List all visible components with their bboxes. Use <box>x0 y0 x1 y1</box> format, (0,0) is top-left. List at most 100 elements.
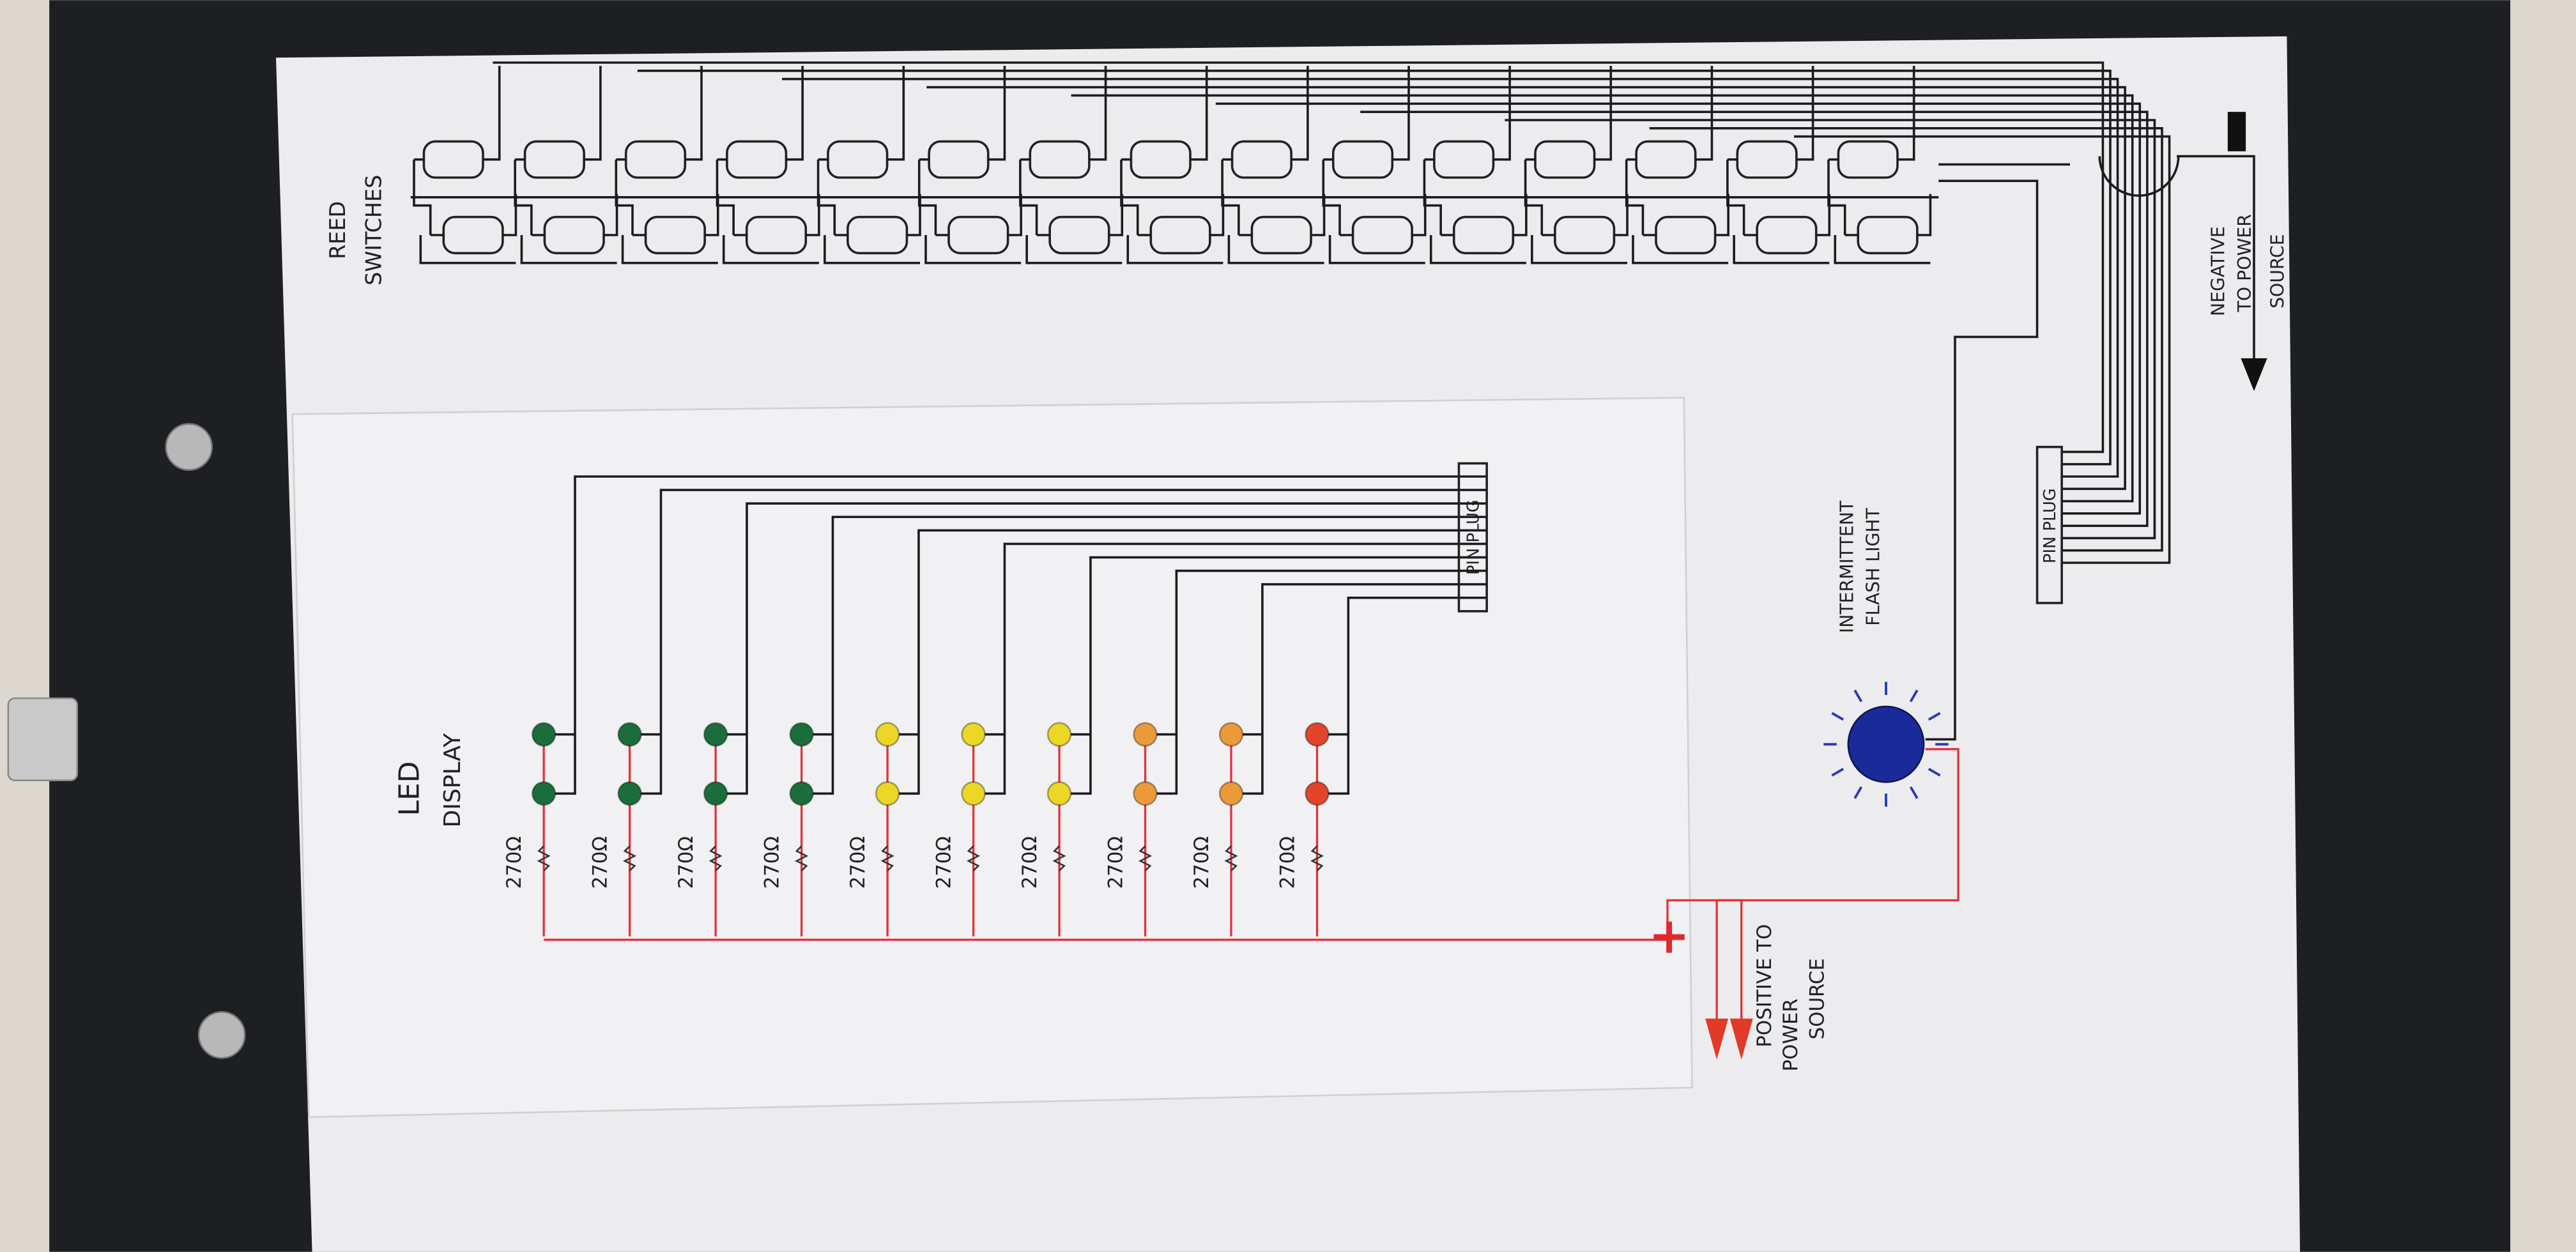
resistor-icon <box>709 845 723 872</box>
negative-arrow-icon <box>2241 358 2267 392</box>
reed-switch-wire <box>816 66 921 264</box>
resistor-value-label: 270Ω <box>847 836 870 889</box>
resistor-value-label: 270Ω <box>1018 836 1041 889</box>
resistor-icon <box>537 845 551 872</box>
reed-switch-wire <box>1120 66 1225 264</box>
resistor-value-label: 270Ω <box>503 836 526 889</box>
flash-light-label-line1: INTERMITTENT <box>1837 500 1858 633</box>
positive-bus-wire <box>544 899 1742 941</box>
reed-switch-wire <box>514 66 618 264</box>
light-ray-icon <box>1909 786 1919 799</box>
resistor-icon <box>1224 845 1238 872</box>
led-icon <box>875 781 900 806</box>
positive-label-line1: POSITIVE TO <box>1753 924 1776 1048</box>
resistor-icon <box>880 845 894 872</box>
reed-switches-label-line2: SWITCHES <box>362 175 387 286</box>
rivet-icon <box>165 423 213 471</box>
reed-switch-wire <box>1423 66 1528 264</box>
light-ray-icon <box>1853 786 1863 799</box>
led-icon <box>961 781 986 806</box>
flash-light-bulb-icon <box>1847 705 1925 783</box>
bus-wire <box>1360 111 2149 527</box>
resistor-value-label: 270Ω <box>1190 836 1213 889</box>
reed-switches-label-line1: REED <box>325 201 350 259</box>
resistor-value-label: 270Ω <box>675 836 698 889</box>
switch-pin-plug-label: PIN PLUG <box>2041 488 2060 563</box>
light-ray-icon <box>1853 689 1863 703</box>
flash-light-label-line2: FLASH LIGHT <box>1863 507 1884 625</box>
led-icon <box>703 781 728 806</box>
resistor-value-label: 270Ω <box>1105 836 1128 889</box>
led-icon <box>1046 781 1072 806</box>
reed-common-wire <box>410 163 2071 199</box>
led-icon <box>531 722 556 747</box>
led-icon <box>1218 722 1244 747</box>
led-icon <box>617 781 642 806</box>
reed-switch-wire <box>1221 66 1326 264</box>
bus-wire <box>782 77 2119 478</box>
rivet-icon <box>197 1011 246 1059</box>
negative-label-line1: NEGATIVE <box>2208 226 2229 316</box>
reed-switch-wire <box>413 66 518 264</box>
led-icon <box>961 722 986 747</box>
led-icon <box>617 722 642 747</box>
binder-clip <box>7 697 79 782</box>
light-ray-icon <box>1831 712 1844 721</box>
negative-label-line2: TO POWER <box>2234 214 2255 312</box>
led-icon <box>789 781 814 806</box>
led-icon <box>1305 722 1330 747</box>
reed-switch-wire <box>1726 66 1831 264</box>
bus-wire <box>637 70 2112 466</box>
led-icon <box>531 781 556 806</box>
resistor-value-label: 270Ω <box>933 836 956 889</box>
led-icon <box>1133 781 1158 806</box>
led-display-paper-sheet <box>291 397 1693 1118</box>
led-display-label-line1: LED <box>394 761 426 816</box>
resistor-icon <box>1138 845 1153 872</box>
reed-switch-wire <box>1019 66 1124 264</box>
resistor-value-label: 270Ω <box>1276 836 1300 889</box>
reed-switch-bus-wires <box>493 61 2180 564</box>
reed-switch-wire <box>1827 66 1932 264</box>
positive-label-line3: SOURCE <box>1805 958 1828 1039</box>
bus-wire <box>926 86 2126 491</box>
reed-switch-wire <box>716 66 820 264</box>
reed-switch-wire <box>1524 66 1629 264</box>
negative-label-line3: SOURCE <box>2267 234 2288 309</box>
led-icon <box>1305 781 1330 806</box>
resistor-icon <box>1052 845 1066 872</box>
positive-arrow-icon <box>1705 1018 1729 1060</box>
led-pin-plug: PIN PLUG <box>1457 462 1488 613</box>
positive-arrow-icon <box>1729 1018 1753 1060</box>
resistor-icon <box>966 845 981 872</box>
resistor-icon <box>795 845 809 872</box>
switch-pin-plug: PIN PLUG <box>2035 445 2063 604</box>
led-display-circuit: 270Ω 270Ω 270Ω 270Ω 270Ω 270Ω 270Ω 270Ω 270Ω 270Ω <box>503 475 1742 941</box>
led-icon <box>1046 722 1072 747</box>
led-pin-plug-label: PIN PLUG <box>1464 500 1483 575</box>
resistor-icon <box>623 845 637 872</box>
light-ray-icon <box>1928 768 1941 777</box>
reed-switch-wire <box>1625 66 1729 264</box>
bus-wire <box>1071 94 2134 503</box>
bus-wire <box>1505 119 2156 540</box>
intermittent-flash-light <box>1715 179 2039 1027</box>
light-ray-icon <box>1831 768 1844 777</box>
led-icon <box>703 722 728 747</box>
reed-switch-wire <box>1322 66 1427 264</box>
reed-switch-array <box>410 66 2071 264</box>
negative-terminal <box>2177 112 2267 392</box>
negative-terminal-block <box>2227 112 2246 151</box>
resistor-icon <box>1310 845 1324 872</box>
wire-crossover-arc <box>2098 156 2180 197</box>
bus-wire <box>1215 102 2142 515</box>
light-ray-icon <box>1928 712 1941 721</box>
bus-wire <box>1649 127 2163 552</box>
led-icon <box>875 722 900 747</box>
bus-wire <box>493 61 2104 454</box>
led-icon <box>789 722 814 747</box>
reed-switch-wire <box>917 66 1022 264</box>
resistor-value-label: 270Ω <box>761 836 784 889</box>
reed-switch-wire <box>615 66 719 264</box>
